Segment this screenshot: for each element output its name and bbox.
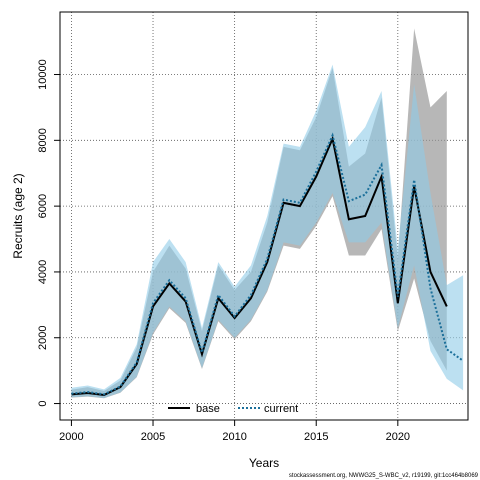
- plot-frame: [59, 11, 469, 421]
- x-tick-label: 2015: [304, 431, 328, 443]
- x-tick-label: 2005: [141, 431, 165, 443]
- line-current: [71, 132, 464, 396]
- y-tick-label: 8000: [37, 128, 49, 152]
- legend-base-label: base: [196, 403, 220, 415]
- x-tick-label: 2000: [59, 431, 83, 443]
- y-tick-label: 2000: [37, 325, 49, 349]
- y-axis-title: Recruits (age 2): [11, 173, 25, 258]
- legend-current-label: current: [264, 403, 298, 415]
- footer-text: stockassessment.org, NWWG25_S-WBC_v2, r1…: [289, 473, 479, 479]
- y-tick-label: 6000: [37, 194, 49, 218]
- confidence-bands: [71, 28, 464, 399]
- y-tick-label: 4000: [37, 260, 49, 284]
- x-axis-title: Years: [249, 456, 279, 470]
- x-tick-label: 2020: [386, 431, 410, 443]
- y-tick-label: 0: [37, 400, 49, 406]
- series-lines: [71, 132, 464, 397]
- axes: 2000 2005 2010 2015 2020 0 2000 4000 6000 8000 100…: [37, 59, 410, 443]
- band-current: [71, 64, 464, 398]
- x-tick-label: 2010: [222, 431, 246, 443]
- legend: base current: [168, 403, 298, 415]
- y-tick-label: 10000: [37, 59, 49, 90]
